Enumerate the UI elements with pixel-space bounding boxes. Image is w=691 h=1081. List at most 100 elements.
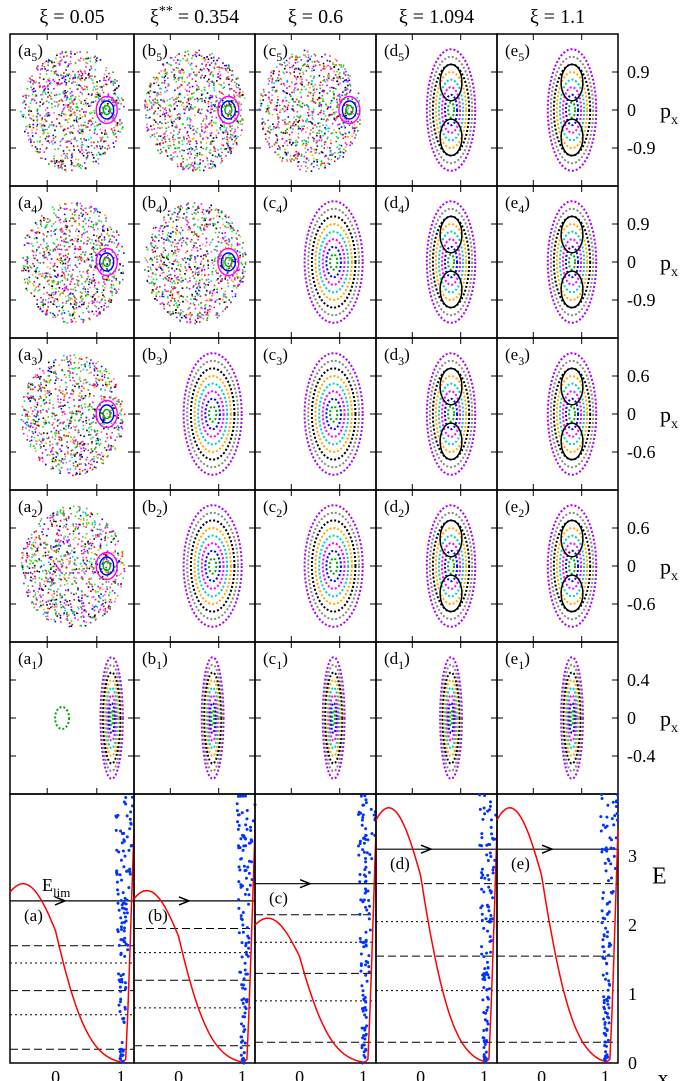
orbit-point <box>208 70 210 72</box>
poincare-panel-a5: (a5) <box>9 33 135 187</box>
orbit-point <box>264 133 267 136</box>
orbit-point <box>203 89 206 91</box>
orbit-point <box>231 125 233 127</box>
orbit-point <box>290 143 293 146</box>
orbit-point <box>64 295 67 298</box>
orbit-point <box>47 69 49 71</box>
right-tick-mid: 0 <box>627 100 636 120</box>
orbit-point <box>348 91 351 93</box>
orbit-point <box>337 77 340 80</box>
orbit-point <box>71 152 73 155</box>
orbit-point <box>294 83 296 86</box>
orbit-point <box>159 257 162 260</box>
orbit-point <box>165 151 168 154</box>
orbit-point <box>193 242 196 244</box>
orbit-point <box>336 116 338 119</box>
orbit-point <box>42 400 44 402</box>
orbit-point <box>76 282 79 284</box>
orbit-point <box>218 127 221 130</box>
orbit-point <box>57 377 59 380</box>
orbit-point <box>44 61 46 64</box>
orbit-point <box>158 234 161 236</box>
orbit-point <box>59 262 62 264</box>
orbit-point <box>45 246 47 249</box>
orbit-point <box>342 77 344 80</box>
orbit-point <box>61 167 63 170</box>
orbit-point <box>39 308 42 311</box>
orbit-point <box>229 137 232 139</box>
orbit-point <box>214 62 217 65</box>
orbit-point <box>206 209 209 212</box>
orbit-point <box>303 63 306 65</box>
orbit-point <box>267 78 270 80</box>
orbit-point <box>170 64 172 67</box>
orbit-point <box>121 128 123 130</box>
orbit-point <box>117 102 119 105</box>
orbit-point <box>114 132 117 135</box>
orbit-point <box>301 106 303 108</box>
orbit-point <box>171 122 174 125</box>
orbit-point <box>200 141 202 144</box>
orbit-point <box>116 80 118 82</box>
orbit-point <box>63 213 66 216</box>
orbit-point <box>153 119 156 121</box>
orbit-point <box>59 429 62 431</box>
orbit-point <box>51 225 53 227</box>
orbit-point <box>64 262 67 265</box>
orbit-point <box>206 159 209 162</box>
orbit-point <box>90 144 93 147</box>
orbit-point <box>188 97 191 99</box>
orbit-point <box>154 91 156 94</box>
orbit-point <box>199 169 201 171</box>
orbit-point <box>234 135 237 137</box>
orbit-point <box>46 218 49 220</box>
orbit-point <box>171 241 174 244</box>
orbit-point <box>166 234 169 237</box>
orbit-point <box>230 114 232 117</box>
orbit-point <box>210 62 213 64</box>
orbit-point <box>53 87 55 90</box>
orbit-point <box>69 283 72 285</box>
orbit-point <box>100 234 103 237</box>
orbit-point <box>159 148 162 151</box>
orbit-point <box>194 162 197 165</box>
orbit-point <box>324 115 327 117</box>
orbit-point <box>46 112 49 114</box>
orbit-point <box>266 108 268 110</box>
orbit-point <box>173 300 176 302</box>
orbit-point <box>63 312 66 314</box>
orbit-point <box>86 272 89 275</box>
orbit-point <box>220 241 223 244</box>
orbit-point <box>150 291 153 294</box>
orbit-point <box>275 134 277 136</box>
orbit-point <box>210 143 213 145</box>
orbit-point <box>59 293 62 295</box>
orbit-point <box>70 97 72 100</box>
orbit-point <box>300 155 303 158</box>
orbit-point <box>22 101 24 104</box>
orbit-point <box>48 163 50 165</box>
orbit-point <box>198 293 200 296</box>
orbit-point <box>104 286 106 289</box>
orbit-point <box>171 250 173 252</box>
orbit-point <box>156 143 159 146</box>
orbit-point <box>329 154 332 156</box>
orbit-point <box>45 140 48 142</box>
orbit-point <box>283 91 286 93</box>
orbit-point <box>105 278 108 281</box>
orbit-point <box>342 65 345 68</box>
orbit-point <box>189 124 191 127</box>
orbit-point <box>215 269 218 272</box>
orbit-point <box>92 82 95 84</box>
orbit-point <box>240 109 242 111</box>
orbit-point <box>195 55 198 58</box>
orbit-point <box>154 236 156 238</box>
orbit-point <box>105 69 107 72</box>
orbit-point <box>160 151 163 153</box>
orbit-point <box>226 136 228 138</box>
orbit-point <box>228 94 230 96</box>
orbit-point <box>87 258 90 261</box>
orbit-point <box>192 275 195 277</box>
orbit-point <box>68 98 71 101</box>
orbit-point <box>320 118 323 120</box>
